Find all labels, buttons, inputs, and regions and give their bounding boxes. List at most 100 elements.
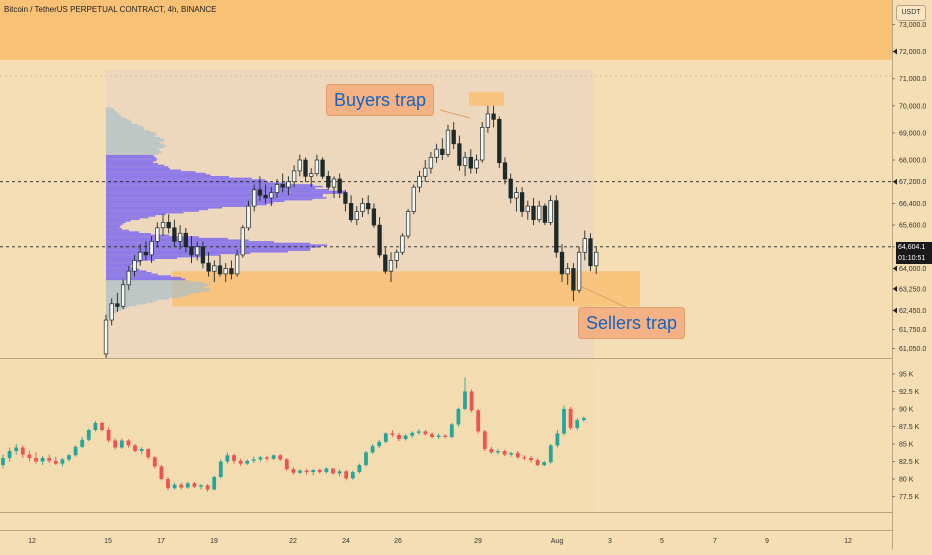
lower-candle [152, 457, 157, 467]
volume-profile-bar [106, 145, 167, 147]
volume-profile-bar [106, 200, 285, 203]
volume-profile-bar [106, 307, 126, 310]
lower-candle [562, 408, 566, 434]
volume-profile-bar [106, 275, 172, 277]
volume-profile-bar [106, 247, 311, 250]
price-candle [383, 254, 388, 272]
price-candle [377, 224, 382, 256]
volume-profile-bar [106, 146, 164, 149]
volume-profile-bar [106, 133, 157, 136]
supply-demand-zone [0, 0, 892, 60]
lower-candle [324, 468, 329, 473]
lower-candle [139, 448, 144, 452]
axis-marker [893, 307, 897, 314]
x-tick-label: 26 [394, 538, 402, 545]
lower-candle [47, 458, 52, 461]
y-tick-label: 92.5 K [899, 389, 920, 396]
lower-candle [350, 472, 355, 479]
volume-profile-bar [106, 301, 153, 303]
volume-profile-bar [106, 219, 131, 222]
lower-candle [383, 433, 388, 442]
price-candle [434, 148, 439, 158]
lower-candle [390, 433, 395, 435]
volume-profile-bar [106, 125, 143, 128]
price-candle [468, 156, 473, 169]
price-candle [554, 200, 559, 253]
price-candle [400, 235, 405, 253]
lower-candle [575, 420, 580, 428]
volume-profile-bar [106, 299, 158, 302]
volume-profile-bar [106, 182, 289, 185]
volume-profile-bar [106, 205, 249, 207]
volume-profile-bar [106, 153, 159, 155]
lower-candle [278, 455, 283, 460]
lower-candle [34, 458, 38, 462]
volume-profile-bar [106, 189, 329, 191]
y-tick-label: 69,000.0 [899, 130, 926, 137]
price-candle [480, 127, 485, 161]
lower-candle [522, 457, 527, 459]
price-candle [160, 222, 166, 229]
lower-candle [548, 445, 553, 463]
volume-profile-bar [106, 187, 316, 190]
currency-badge[interactable]: USDT [896, 5, 926, 21]
volume-profile-bar [106, 241, 275, 243]
volume-profile-bar [106, 110, 117, 113]
lower-candle [100, 422, 104, 430]
price-candle [257, 189, 263, 196]
lower-candle [212, 476, 217, 490]
volume-profile-bar [106, 164, 165, 167]
volume-profile-bar [106, 293, 189, 295]
y-tick-label: 80 K [899, 477, 914, 484]
price-candle [206, 262, 211, 272]
price-candle [405, 211, 411, 237]
callout-pointer [577, 284, 633, 311]
y-tick-label: 90 K [899, 406, 914, 413]
volume-profile-bar [106, 203, 267, 206]
volume-profile-bar [106, 244, 328, 246]
price-candle [337, 178, 342, 193]
lower-candle [53, 460, 58, 464]
x-tick-label: 15 [104, 538, 112, 545]
price-candle [143, 251, 149, 256]
volume-profile-bar [106, 281, 203, 284]
price-candle [212, 265, 217, 272]
x-tick-label: 5 [660, 538, 664, 545]
price-candle [417, 175, 422, 188]
lower-candle [146, 448, 151, 458]
price-candle [252, 189, 257, 207]
volume-profile-bar [106, 166, 169, 168]
y-tick-label: 85 K [899, 442, 914, 449]
volume-profile-bar [106, 216, 149, 219]
y-tick-label: 68,000.0 [899, 158, 926, 165]
lower-candle [344, 471, 349, 479]
volume-profile-bar [106, 255, 201, 258]
countdown-timer: 01:10:51 [898, 255, 926, 262]
y-tick-label: 95 K [899, 371, 914, 378]
price-candle [371, 208, 377, 226]
price-candle [445, 129, 451, 155]
volume-profile-bar [106, 265, 131, 268]
price-candle [166, 222, 171, 229]
lower-candle [113, 440, 118, 448]
volume-profile-bar [106, 237, 228, 240]
volume-profile-bar [106, 151, 162, 154]
lower-candle [581, 418, 586, 421]
price-candle [582, 238, 587, 253]
price-candle [286, 181, 291, 188]
axis-marker [893, 265, 897, 272]
price-candle [183, 232, 188, 248]
volume-profile-bar [106, 283, 210, 286]
lower-candle [73, 446, 78, 456]
price-candle [269, 192, 274, 199]
pane-divider [0, 358, 892, 359]
price-candle [274, 184, 280, 193]
volume-profile-bar [106, 109, 114, 111]
price-candle [394, 251, 399, 261]
volume-profile-bar [106, 280, 190, 282]
lower-candle [456, 408, 461, 425]
lower-candle [403, 435, 408, 440]
price-candle [502, 162, 508, 180]
